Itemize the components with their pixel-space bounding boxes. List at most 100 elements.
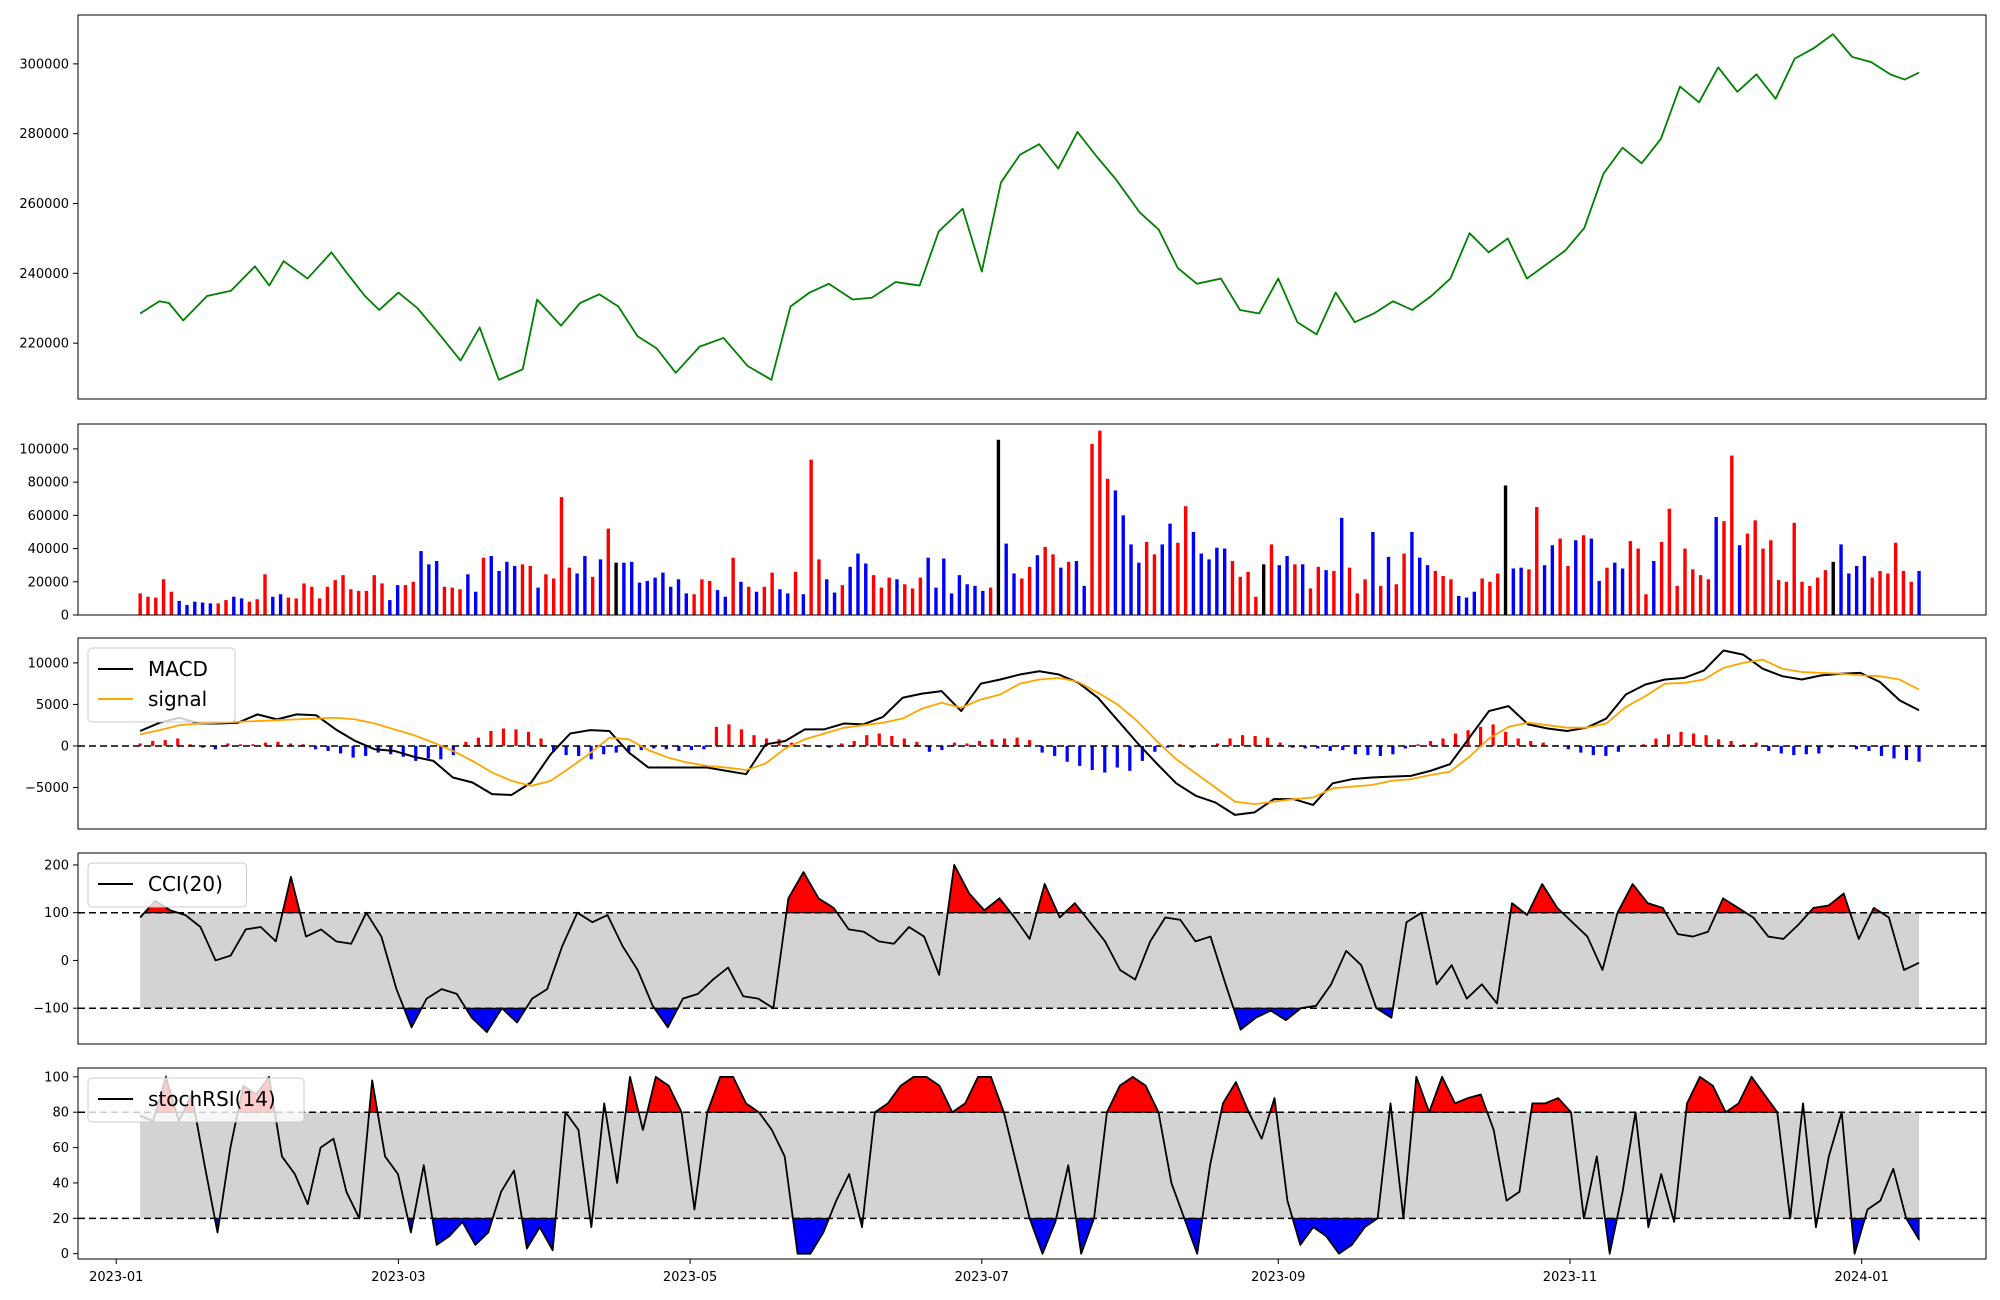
volume-bar <box>1792 522 1796 615</box>
volume-bar <box>864 563 868 615</box>
volume-bar <box>208 603 213 615</box>
macd-histogram-bar <box>1416 744 1420 746</box>
volume-bar <box>1769 540 1773 615</box>
macd-histogram-bar <box>1641 744 1646 746</box>
macd-histogram-bar <box>1153 745 1157 752</box>
macd-panel: −5000 0 5000 10000 MACD signal <box>25 637 1987 830</box>
volume-bar <box>1308 588 1313 615</box>
macd-histogram-bar <box>1002 738 1007 746</box>
volume-bar <box>1457 595 1461 615</box>
volume-bar <box>1316 566 1320 615</box>
macd-histogram-bar <box>577 745 581 756</box>
volume-bar <box>1878 570 1882 615</box>
volume-bar <box>1090 443 1094 615</box>
volume-bar <box>310 586 314 615</box>
volume-bar <box>1035 555 1040 615</box>
volume-bar <box>520 564 525 615</box>
macd-histogram-bar <box>940 745 944 751</box>
legend-label: signal <box>148 687 207 711</box>
macd-histogram-bar <box>1729 740 1733 746</box>
y-tick-label: 0 <box>61 609 69 624</box>
cci-panel-frame <box>77 852 1987 1045</box>
macd-histogram-bar <box>1917 745 1921 762</box>
volume-bar <box>942 558 946 615</box>
macd-histogram-bar <box>1792 745 1796 756</box>
volume-bar <box>536 587 540 615</box>
volume-bar <box>786 593 790 615</box>
volume-bar <box>1277 565 1281 615</box>
volume-bar <box>1410 531 1414 615</box>
volume-bar <box>1886 573 1890 615</box>
x-tick-label: 2023-03 <box>371 1270 425 1285</box>
shared-x-axis: 2023-01 2023-03 2023-05 2023-07 2023-09 2023-… <box>89 1259 1889 1285</box>
macd-histogram-bar <box>464 741 468 746</box>
volume-bar <box>349 589 353 615</box>
volume-bar <box>630 561 634 615</box>
volume-bar <box>1027 566 1032 615</box>
volume-panel: 0 20000 40000 60000 80000 100000 <box>19 423 1987 624</box>
volume-bar <box>341 575 345 615</box>
macd-histogram-bar <box>1378 745 1382 756</box>
stochrsi-panel-plot-area <box>78 1075 1986 1256</box>
volume-bar <box>1168 523 1172 615</box>
volume-bar <box>879 587 884 615</box>
macd-histogram-bar <box>802 744 806 746</box>
volume-bar <box>1644 594 1648 615</box>
volume-bar <box>1636 548 1640 615</box>
volume-bar <box>1550 545 1555 615</box>
volume-bar <box>1581 535 1586 615</box>
volume-bar <box>934 587 938 615</box>
volume-bar <box>1043 546 1047 615</box>
volume-bar <box>1176 542 1180 615</box>
macd-histogram-bar <box>163 740 167 746</box>
volume-bar <box>1363 579 1367 615</box>
macd-histogram-bar <box>539 738 543 746</box>
volume-bar <box>551 578 556 615</box>
volume-bar <box>1659 541 1664 615</box>
volume-bar <box>1893 542 1898 615</box>
cci-panel-line <box>139 864 1920 1033</box>
macd-histogram-bar <box>1278 742 1282 746</box>
volume-bar <box>271 596 275 615</box>
macd-histogram-bar <box>714 726 719 746</box>
volume-bar <box>1105 478 1110 615</box>
macd-histogram-bar <box>1028 740 1032 746</box>
volume-bar <box>1191 531 1196 615</box>
y-tick-label: 20 <box>52 1212 69 1227</box>
volume-bar <box>669 586 673 615</box>
volume-bar <box>1566 566 1570 615</box>
volume-bar <box>567 567 571 615</box>
volume-bar <box>200 602 205 615</box>
y-tick-label: 100000 <box>19 442 69 457</box>
y-tick-label: 260000 <box>19 197 69 212</box>
legend: MACD signal <box>87 647 236 723</box>
volume-bar <box>1254 596 1258 615</box>
macd-histogram-bar <box>1053 745 1057 756</box>
macd-histogram-bar <box>752 735 756 746</box>
volume-bar <box>325 586 330 615</box>
volume-bar <box>263 574 267 615</box>
macd-histogram-bar <box>476 737 480 746</box>
macd-histogram-bar <box>514 729 518 746</box>
macd-histogram-bar <box>1015 737 1019 746</box>
legend: stochRSI(14) <box>87 1077 305 1123</box>
volume-bar <box>1449 579 1453 615</box>
volume-bar <box>232 596 236 615</box>
volume-bar <box>372 575 376 615</box>
volume-bar <box>1527 569 1531 615</box>
volume-bar <box>1488 581 1492 615</box>
macd-histogram-bar <box>627 745 631 752</box>
macd-histogram-bar <box>1065 745 1069 762</box>
volume-bar <box>1480 578 1484 615</box>
macd-histogram-bar <box>952 742 957 746</box>
volume-bar <box>1714 517 1718 615</box>
volume-bar <box>590 576 595 615</box>
macd-histogram-bar <box>1178 744 1182 746</box>
macd-histogram-bar <box>351 745 355 758</box>
macd-histogram-bar <box>1328 745 1332 751</box>
volume-bar <box>973 585 977 615</box>
macd-histogram-bar <box>1240 735 1245 746</box>
macd-histogram-bar <box>877 733 881 746</box>
legend-label: MACD <box>148 657 208 681</box>
